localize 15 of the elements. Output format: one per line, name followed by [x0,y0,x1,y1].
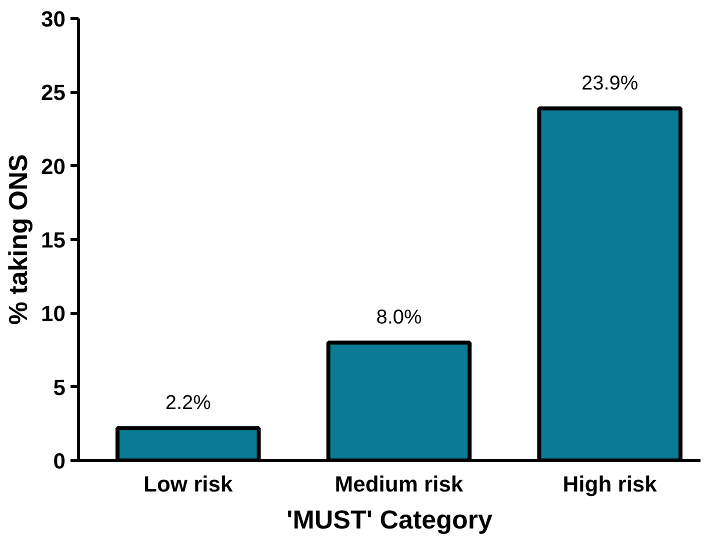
y-tick-label: 30 [41,6,66,32]
y-tick-label: 20 [41,154,66,179]
data-label: 8.0% [376,306,422,329]
y-tick-label: 25 [41,80,66,106]
x-tick-label: High risk [562,472,658,496]
y-tick-label: 10 [41,301,66,326]
y-tick-label: 15 [41,228,66,252]
y-tick-label: 5 [53,374,66,400]
data-label: 2.2% [165,392,212,414]
y-axis-title: % taking ONS [3,154,34,325]
x-tick-label: Medium risk [334,472,464,496]
x-tick-label: Low risk [144,472,234,496]
x-axis-title: 'MUST' Category [286,504,494,534]
data-label: 23.9% [581,72,638,94]
y-tick-label: 0 [53,448,66,474]
